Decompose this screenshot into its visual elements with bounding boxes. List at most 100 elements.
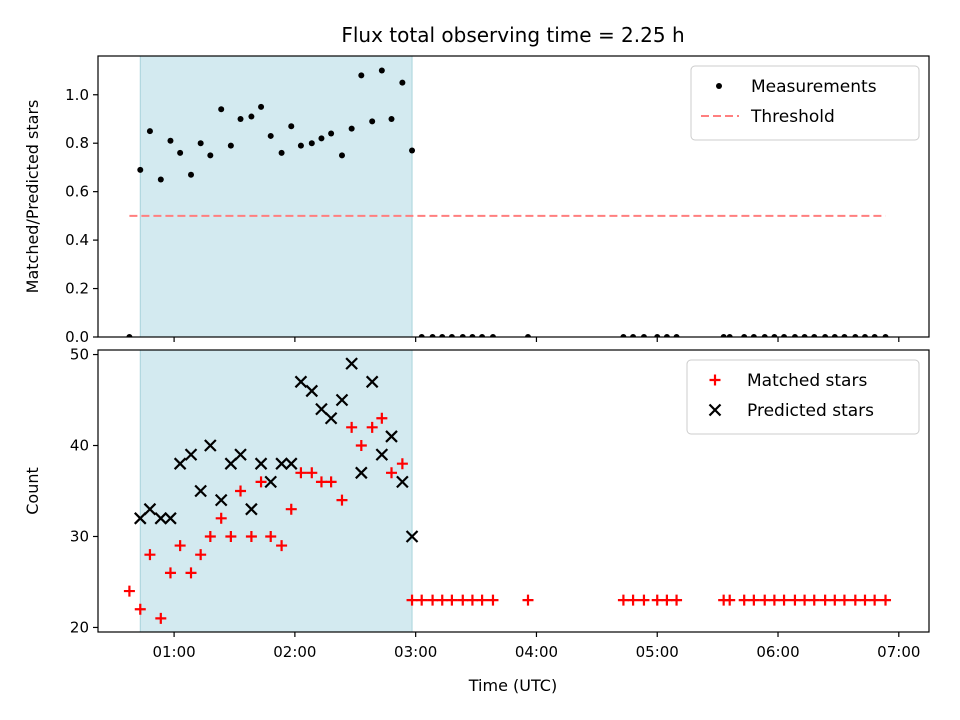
measurement-point — [278, 149, 285, 156]
predicted-star-point — [154, 512, 168, 525]
measurement-point — [822, 334, 829, 337]
matched-star-point — [134, 603, 146, 615]
measurement-point — [188, 171, 195, 178]
matched-star-point — [185, 567, 197, 579]
series-matched-stars — [123, 412, 892, 624]
matched-star-point — [724, 594, 736, 606]
measurement-point — [207, 152, 214, 159]
matched-star-point — [386, 467, 398, 479]
measurement-point — [448, 334, 455, 337]
measurement-point — [801, 334, 808, 337]
measurement-point — [297, 142, 304, 149]
measurement-point — [378, 67, 385, 74]
matched-star-point — [195, 549, 207, 561]
matched-star-point — [204, 530, 216, 542]
matched-star-point — [869, 594, 881, 606]
measurement-point — [761, 334, 768, 337]
predicted-star-point — [173, 457, 187, 470]
x-axis-title: Time (UTC) — [468, 676, 557, 695]
legend-label: Predicted stars — [747, 401, 874, 421]
measurement-point — [871, 334, 878, 337]
legend-label: Threshold — [750, 107, 835, 127]
matched-star-point — [235, 485, 247, 497]
measurement-point — [399, 79, 406, 86]
matched-star-point — [376, 412, 388, 424]
legend-label: Matched stars — [747, 371, 867, 391]
matched-star-point — [617, 594, 629, 606]
measurement-point — [308, 140, 315, 147]
predicted-star-point — [365, 375, 379, 389]
predicted-star-point — [143, 502, 157, 516]
predicted-star-point — [194, 484, 207, 498]
y-tick-label: 30 — [70, 527, 89, 545]
x-tick-label: 02:00 — [273, 643, 316, 661]
measurement-point — [630, 334, 637, 337]
x-tick-label: 04:00 — [515, 643, 558, 661]
measurement-point — [841, 334, 848, 337]
predicted-star-point — [234, 448, 247, 461]
measurement-point — [882, 334, 889, 337]
matched-star-point — [466, 594, 478, 606]
measurement-point — [673, 334, 680, 337]
measurement-point — [358, 72, 365, 79]
predicted-star-point — [284, 457, 298, 470]
chart-title: Flux total observing time = 2.25 h — [341, 23, 684, 47]
y-tick-label: 0.8 — [65, 134, 89, 152]
predicted-star-point — [214, 493, 228, 507]
matched-star-point — [406, 594, 418, 606]
measurement-point — [409, 147, 416, 154]
matched-star-point — [522, 594, 534, 606]
measurement-point — [429, 334, 436, 337]
matched-star-point — [759, 594, 771, 606]
measurement-point — [469, 334, 476, 337]
matched-star-point — [396, 458, 408, 470]
measurement-point — [831, 334, 838, 337]
measurement-point — [654, 334, 661, 337]
measurement-point — [418, 334, 425, 337]
matched-star-point — [859, 594, 871, 606]
matched-star-point — [446, 594, 458, 606]
measurement-point — [348, 125, 355, 132]
predicted-star-point — [355, 466, 368, 480]
axes-frame — [97, 349, 930, 633]
axes-frame — [97, 55, 930, 338]
legend: Measurements Threshold — [690, 65, 920, 141]
matched-star-point — [315, 476, 327, 488]
predicted-star-point — [164, 512, 177, 525]
matched-star-point — [838, 594, 850, 606]
measurement-point — [791, 334, 798, 337]
matched-star-point — [306, 467, 318, 479]
matched-star-point — [355, 440, 367, 452]
matched-star-point — [285, 503, 297, 515]
matched-star-point — [245, 530, 257, 542]
measurement-point — [328, 130, 335, 137]
measurement-point — [237, 115, 244, 122]
measurement-point — [146, 128, 153, 135]
matched-star-point — [738, 594, 750, 606]
predicted-star-point — [345, 357, 358, 370]
measurement-point — [781, 334, 788, 337]
measurement-point — [489, 334, 496, 337]
matched-star-point — [416, 594, 428, 606]
matched-star-point — [799, 594, 811, 606]
measurement-point — [248, 113, 255, 120]
matched-star-point — [325, 476, 337, 488]
matched-star-point — [627, 594, 639, 606]
matched-star-point — [748, 594, 760, 606]
measurement-point — [197, 140, 204, 147]
measurement-point — [741, 334, 748, 337]
measurement-point — [126, 334, 133, 337]
measurement-point — [318, 135, 325, 142]
matched-star-point — [661, 594, 673, 606]
matched-star-point — [295, 467, 307, 479]
measurement-point — [811, 334, 818, 337]
matched-star-point — [215, 512, 227, 524]
series-measurements — [126, 67, 889, 337]
matched-star-point — [778, 594, 790, 606]
y-axis-title: Matched/Predicted stars — [23, 100, 42, 294]
matched-star-point — [819, 594, 831, 606]
predicted-star-point — [305, 384, 319, 398]
matched-star-point — [123, 585, 135, 597]
legend-label: Measurements — [751, 77, 877, 97]
